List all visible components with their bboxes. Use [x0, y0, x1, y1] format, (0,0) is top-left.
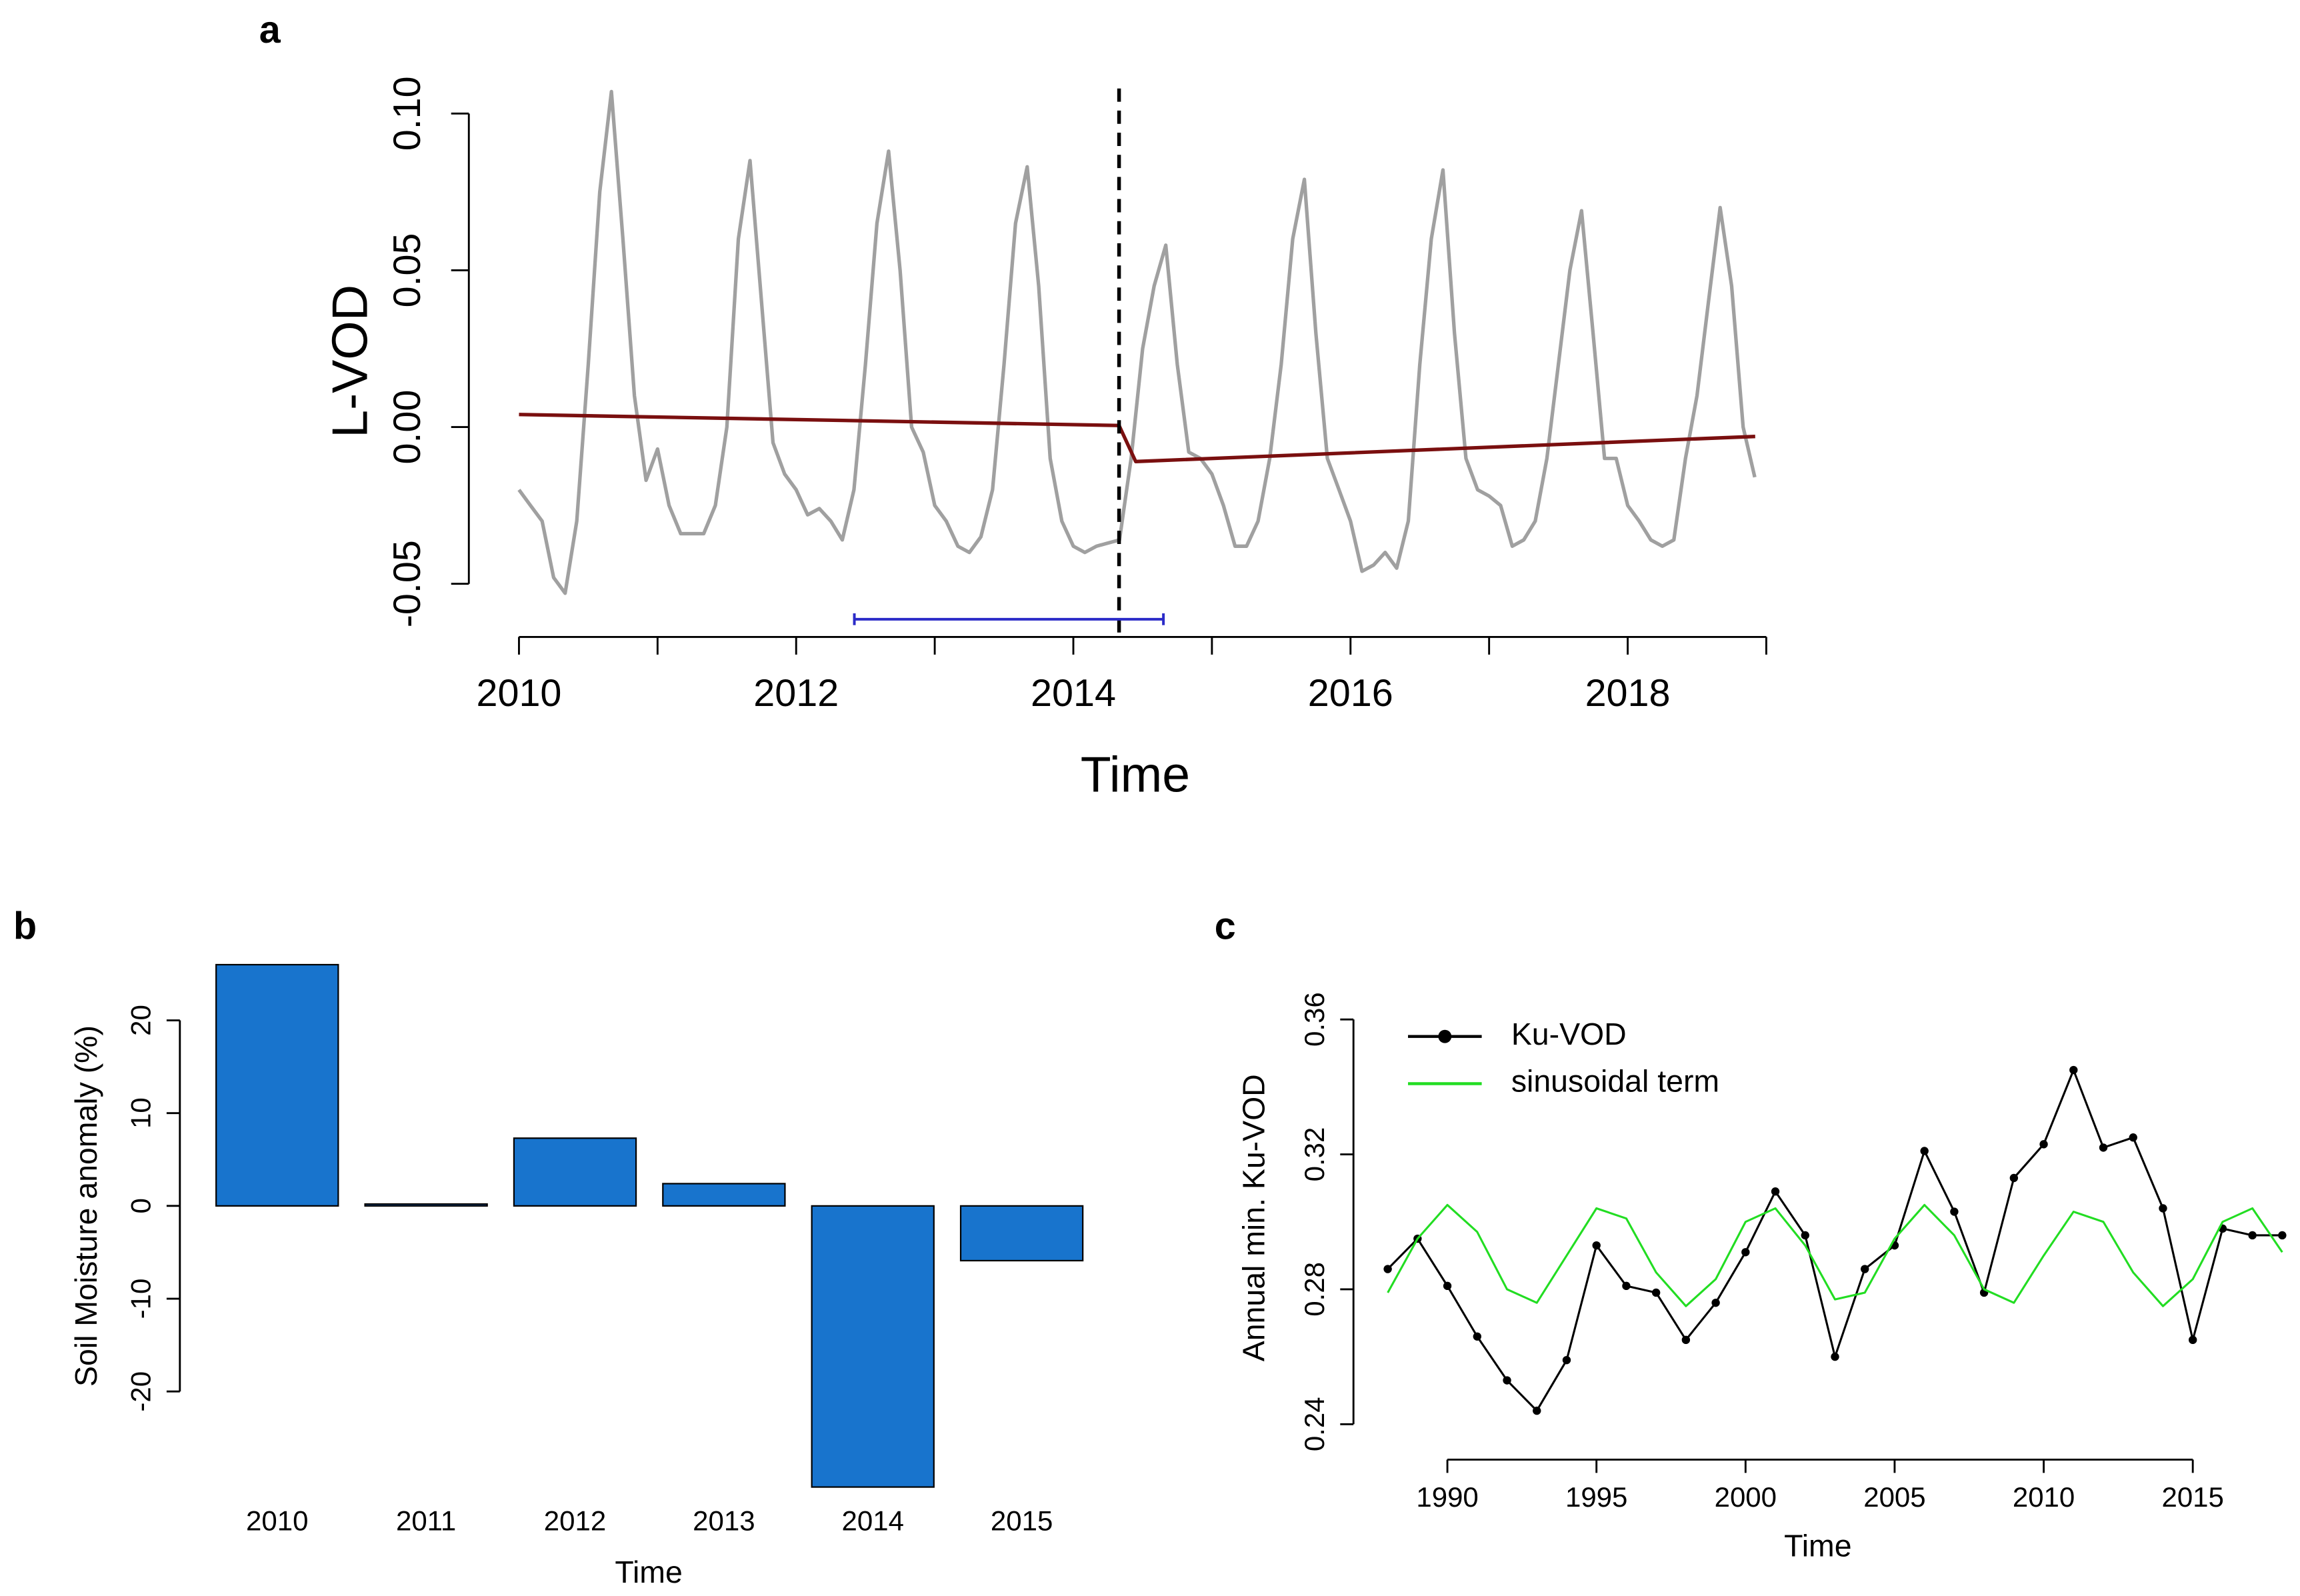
- x-tick-label: 2012: [544, 1505, 606, 1537]
- x-tick-label: 2010: [246, 1505, 308, 1537]
- point: [1920, 1147, 1929, 1155]
- panel-label: b: [13, 905, 37, 947]
- point: [2129, 1133, 2137, 1142]
- x-tick-label: 2010: [2013, 1481, 2075, 1513]
- x-tick-label: 2013: [693, 1505, 755, 1537]
- x-tick-label: 2010: [477, 672, 562, 715]
- x-tick-label: 1990: [1416, 1481, 1478, 1513]
- point: [2099, 1143, 2108, 1152]
- point: [1443, 1281, 1452, 1291]
- y-axis-title: L-VOD: [322, 285, 378, 438]
- y-tick-label: 0: [125, 1198, 157, 1213]
- point: [2278, 1231, 2287, 1240]
- point: [1831, 1352, 1839, 1361]
- bar: [215, 963, 339, 1207]
- x-axis-title: Time: [1081, 747, 1190, 803]
- bar: [513, 1137, 637, 1207]
- y-tick-label: 0.24: [1299, 1397, 1330, 1451]
- x-tick-label: 2015: [2161, 1481, 2223, 1513]
- point: [1592, 1241, 1601, 1250]
- point: [2248, 1231, 2257, 1240]
- point: [1651, 1288, 1661, 1297]
- panel-label: c: [1215, 905, 1236, 947]
- point: [1950, 1207, 1959, 1216]
- point: [2069, 1065, 2078, 1075]
- x-tick-label: 2012: [753, 672, 839, 715]
- point: [1681, 1335, 1691, 1345]
- y-axis-title: Soil Moisture anomaly (%): [69, 1025, 103, 1387]
- bar: [364, 1203, 488, 1207]
- point: [1562, 1355, 1571, 1365]
- y-tick-label: 0.10: [386, 76, 429, 151]
- point: [1383, 1265, 1392, 1273]
- x-tick-label: 2011: [396, 1505, 456, 1537]
- y-tick-label: 0.32: [1299, 1127, 1330, 1182]
- legend-label: Ku-VOD: [1511, 1017, 1627, 1051]
- y-axis-title: Annual min. Ku-VOD: [1236, 1074, 1271, 1361]
- x-tick-label: 2018: [1585, 672, 1671, 715]
- point: [1533, 1406, 1541, 1415]
- point: [1622, 1281, 1631, 1291]
- bar: [662, 1183, 786, 1207]
- y-tick-label: 0.05: [386, 233, 429, 307]
- point: [2009, 1173, 2019, 1183]
- y-tick-label: 10: [125, 1097, 157, 1129]
- legend-marker: [1438, 1029, 1452, 1043]
- panel-label: a: [259, 9, 281, 51]
- bar: [959, 1205, 1084, 1262]
- point: [2188, 1335, 2197, 1345]
- x-tick-label: 1995: [1565, 1481, 1627, 1513]
- line: [519, 413, 1755, 463]
- y-tick-label: -20: [125, 1371, 157, 1412]
- y-tick-label: 20: [125, 1005, 157, 1036]
- x-tick-label: 2014: [842, 1505, 904, 1537]
- point: [1711, 1298, 1720, 1307]
- y-tick-label: -0.05: [386, 540, 429, 627]
- x-tick-label: 2016: [1308, 672, 1393, 715]
- point: [1473, 1332, 1481, 1341]
- point: [1861, 1265, 1869, 1273]
- x-tick-label: 2000: [1715, 1481, 1777, 1513]
- point: [1741, 1248, 1750, 1257]
- point: [1503, 1376, 1511, 1385]
- line: [1387, 1203, 2283, 1307]
- x-tick-label: 2015: [991, 1505, 1053, 1537]
- point: [1801, 1231, 1809, 1240]
- point: [2039, 1140, 2048, 1149]
- x-tick-label: 2014: [1031, 672, 1116, 715]
- y-tick-label: 0.28: [1299, 1262, 1330, 1317]
- legend-label: sinusoidal term: [1511, 1064, 1719, 1099]
- x-tick-label: 2005: [1863, 1481, 1925, 1513]
- bar: [811, 1205, 935, 1488]
- y-tick-label: -10: [125, 1279, 157, 1319]
- point: [1771, 1187, 1780, 1196]
- line: [517, 89, 1757, 595]
- y-tick-label: 0.00: [386, 390, 429, 465]
- point: [2159, 1204, 2167, 1213]
- x-axis-title: Time: [1784, 1528, 1851, 1563]
- y-tick-label: 0.36: [1299, 992, 1330, 1047]
- x-axis-title: Time: [615, 1555, 682, 1589]
